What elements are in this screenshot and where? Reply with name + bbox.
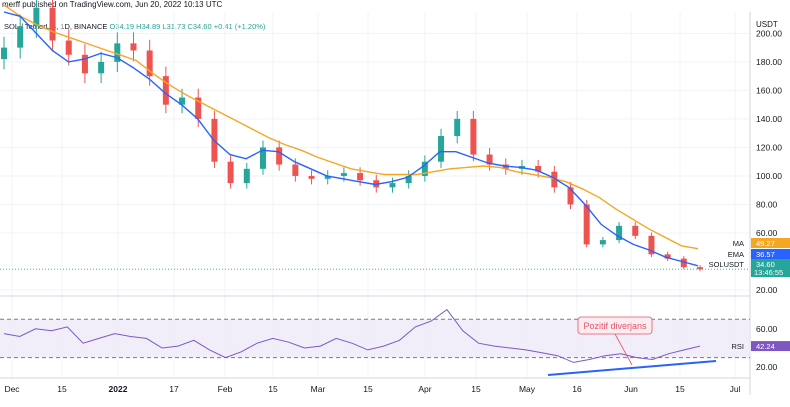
time-tick-label: 17 bbox=[169, 384, 179, 394]
candle-body bbox=[357, 173, 364, 181]
candle-body bbox=[292, 164, 299, 176]
candle-body bbox=[130, 43, 137, 51]
rsi-tick-label: 20.00 bbox=[756, 362, 778, 372]
axes: 200.00 180.00 160.00 140.00 120.00 100.00 80.0… bbox=[0, 12, 782, 395]
candle-body bbox=[259, 147, 266, 169]
candle-body bbox=[162, 76, 169, 105]
solusdt-label: SOLUSDT bbox=[709, 260, 745, 269]
candle-body bbox=[648, 235, 655, 255]
ema-label: EMA bbox=[728, 250, 744, 259]
candle-body bbox=[17, 26, 24, 48]
candle-body bbox=[599, 240, 606, 245]
price-unit: USDT bbox=[756, 20, 778, 29]
price-tick-label: 60.00 bbox=[756, 228, 778, 238]
time-tick-label: 2022 bbox=[109, 384, 128, 394]
candle-body bbox=[486, 154, 493, 165]
candle-body bbox=[324, 175, 331, 179]
grid-lines bbox=[0, 12, 750, 378]
time-tick-label: 15 bbox=[675, 384, 685, 394]
candle-body bbox=[664, 254, 671, 259]
time-tick-label: Apr bbox=[418, 384, 431, 394]
candle-body bbox=[49, 7, 56, 41]
candle-body bbox=[632, 225, 639, 236]
time-tick-label: Dec bbox=[4, 384, 20, 394]
ema-line bbox=[3, 11, 699, 267]
indicator-lines bbox=[0, 4, 750, 270]
time-tick-label: 15 bbox=[363, 384, 373, 394]
price-tick-label: 100.00 bbox=[756, 171, 782, 181]
ema-badge bbox=[751, 249, 790, 259]
candle-body bbox=[81, 54, 88, 74]
candle-body bbox=[179, 97, 186, 105]
price-tick-label: 160.00 bbox=[756, 85, 782, 95]
candles bbox=[1, 0, 703, 272]
countdown-value: 13:46:55 bbox=[754, 268, 783, 277]
price-tick-label: 20.00 bbox=[756, 285, 778, 295]
rsi-value: 42.24 bbox=[756, 342, 775, 351]
candle-body bbox=[1, 47, 7, 60]
candle-body bbox=[389, 183, 396, 188]
ma-badge bbox=[751, 238, 790, 248]
rsi-line bbox=[3, 308, 701, 363]
candle-body bbox=[567, 187, 574, 205]
candle-body bbox=[340, 173, 347, 176]
candle-body bbox=[114, 43, 121, 62]
solusdt-value: 34.60 bbox=[756, 260, 775, 269]
rsi-badge bbox=[751, 341, 790, 352]
countdown-badge bbox=[751, 268, 790, 277]
divergence-trend-line bbox=[547, 360, 717, 376]
candle-body bbox=[33, 7, 40, 27]
candle-body bbox=[65, 40, 72, 55]
candle-body bbox=[551, 171, 558, 188]
time-tick-label: 15 bbox=[471, 384, 481, 394]
candle-body bbox=[470, 118, 477, 155]
symbol-name: SOL / TetherUS, 1D, BINANCE bbox=[4, 22, 108, 31]
ohlc-values: O34.19 H34.89 L31.73 C34.60 +0.41 (+1.20… bbox=[109, 22, 266, 31]
ma-label: MA bbox=[733, 239, 744, 248]
price-tick-label: 200.00 bbox=[756, 28, 782, 38]
candle-body bbox=[421, 161, 428, 176]
time-tick-label: Feb bbox=[218, 384, 233, 394]
price-tick-label: 180.00 bbox=[756, 57, 782, 67]
candle-body bbox=[697, 267, 703, 270]
time-tick-label: Jul bbox=[730, 384, 741, 394]
candle-body bbox=[146, 50, 153, 77]
rsi-tick-label: 60.00 bbox=[756, 324, 778, 334]
time-tick-label: 15 bbox=[57, 384, 67, 394]
ma-value: 49.27 bbox=[756, 239, 775, 248]
candle-body bbox=[405, 175, 412, 184]
publish-byline: merff published on TradingView.com, Jun … bbox=[2, 0, 223, 9]
rsi-label: RSI bbox=[731, 342, 744, 351]
candle-body bbox=[583, 204, 590, 245]
time-tick-label: Mar bbox=[311, 384, 326, 394]
solusdt-badge bbox=[751, 259, 790, 269]
candle-body bbox=[276, 147, 283, 165]
candle-body bbox=[616, 225, 623, 241]
price-tick-label: 80.00 bbox=[756, 199, 778, 209]
price-tick-label: 120.00 bbox=[756, 142, 782, 152]
candle-body bbox=[98, 61, 105, 74]
candle-body bbox=[535, 165, 542, 172]
symbol-legend: SOL / TetherUS, 1D, BINANCE O34.19 H34.8… bbox=[4, 22, 265, 31]
rsi-pane: 60.00 20.00 RSI 42.24 Pozitif diverjans bbox=[0, 295, 790, 376]
ma-line bbox=[3, 4, 699, 250]
candle-body bbox=[227, 161, 234, 184]
candle-body bbox=[308, 175, 315, 179]
time-tick-label: May bbox=[519, 384, 536, 394]
time-tick-label: 16 bbox=[572, 384, 582, 394]
candle-body bbox=[680, 258, 687, 268]
candle-body bbox=[195, 97, 202, 119]
candle-body bbox=[438, 136, 445, 162]
candle-body bbox=[454, 118, 461, 137]
ema-value: 36.57 bbox=[756, 250, 775, 259]
annotation-pointer bbox=[614, 333, 633, 366]
time-tick-label: 15 bbox=[268, 384, 278, 394]
candle-body bbox=[243, 168, 250, 184]
annotation-text: Pozitif diverjans bbox=[583, 321, 647, 331]
price-tick-label: 140.00 bbox=[756, 114, 782, 124]
time-tick-label: Jun bbox=[624, 384, 638, 394]
